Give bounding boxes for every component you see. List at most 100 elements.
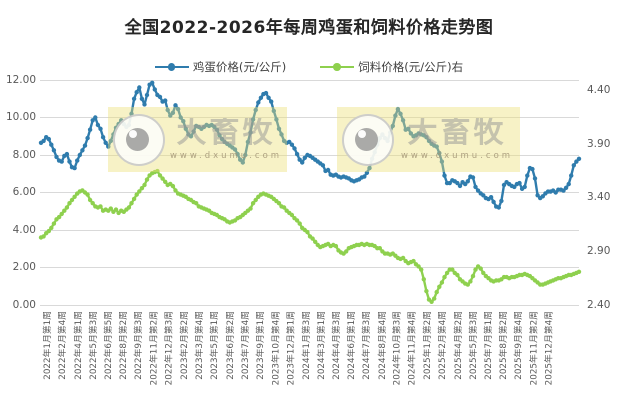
egg-price-marker bbox=[245, 139, 251, 145]
gridline bbox=[40, 229, 579, 231]
feed-price-marker bbox=[131, 196, 137, 202]
feed-price-marker bbox=[72, 194, 77, 199]
egg-price-marker bbox=[571, 163, 576, 168]
feed-price-marker bbox=[87, 197, 93, 203]
feed-price-marker bbox=[465, 282, 470, 287]
egg-price-marker bbox=[530, 166, 535, 172]
feed-price-marker bbox=[429, 299, 434, 304]
egg-price-marker bbox=[488, 195, 494, 200]
egg-price-marker bbox=[481, 193, 486, 198]
egg-price-marker bbox=[168, 113, 173, 118]
egg-price-marker bbox=[574, 159, 579, 164]
y-axis-left-tick-label: 10.00 bbox=[5, 111, 36, 123]
egg-price-marker bbox=[64, 151, 70, 157]
egg-price-marker bbox=[152, 87, 157, 92]
egg-price-marker bbox=[439, 159, 445, 164]
feed-price-marker bbox=[434, 289, 439, 295]
egg-price-marker bbox=[395, 106, 401, 112]
egg-price-marker bbox=[82, 143, 88, 148]
egg-price-marker bbox=[499, 198, 504, 204]
egg-price-marker bbox=[512, 184, 517, 190]
feed-price-marker bbox=[69, 197, 75, 203]
feed-price-marker bbox=[173, 188, 178, 193]
gridline bbox=[40, 192, 579, 193]
feed-price-marker bbox=[294, 218, 300, 223]
feed-price-marker bbox=[250, 201, 256, 206]
egg-price-marker bbox=[367, 165, 372, 171]
egg-price-marker bbox=[238, 157, 243, 162]
egg-price-marker bbox=[243, 152, 248, 158]
egg-price-marker bbox=[126, 122, 132, 128]
feed-price-marker bbox=[157, 173, 163, 178]
egg-price-marker bbox=[98, 126, 103, 131]
egg-price-marker bbox=[406, 126, 411, 131]
egg-price-marker bbox=[271, 108, 276, 114]
legend-item-feed-price: 饲料价格(元/公斤)右 bbox=[320, 59, 463, 75]
feed-price-marker bbox=[439, 280, 445, 285]
egg-price-marker bbox=[470, 175, 476, 180]
egg-price-marker bbox=[491, 199, 496, 205]
egg-price-marker bbox=[269, 99, 274, 104]
egg-price-marker bbox=[131, 96, 137, 102]
egg-price-marker bbox=[398, 111, 403, 117]
feed-price-marker bbox=[333, 243, 339, 249]
egg-price-marker bbox=[525, 173, 530, 178]
egg-price-marker bbox=[217, 133, 222, 138]
egg-price-marker bbox=[388, 130, 393, 135]
egg-price-marker bbox=[325, 167, 331, 173]
feed-price-marker bbox=[248, 206, 253, 211]
legend-label-feed: 饲料价格(元/公斤)右 bbox=[358, 60, 464, 74]
egg-price-marker bbox=[163, 98, 168, 103]
egg-price-marker bbox=[369, 156, 375, 161]
egg-price-marker bbox=[113, 125, 119, 130]
feed-price-marker bbox=[126, 205, 132, 210]
egg-price-marker bbox=[191, 129, 196, 134]
y-axis-left-tick-label: 2.00 bbox=[12, 261, 36, 273]
egg-price-marker bbox=[457, 183, 463, 189]
legend: 鸡蛋价格(元/公斤) 饲料价格(元/公斤)右 bbox=[0, 59, 618, 75]
y-axis-right-tick-label: 2.90 bbox=[587, 244, 611, 257]
legend-item-egg-price: 鸡蛋价格(元/公斤) bbox=[154, 59, 287, 75]
feed-price-marker bbox=[170, 183, 176, 189]
egg-price-marker bbox=[517, 180, 522, 186]
feed-price-marker bbox=[470, 273, 476, 279]
egg-price-marker bbox=[41, 138, 46, 144]
feed-price-marker bbox=[41, 234, 46, 239]
feed-price-marker bbox=[51, 221, 57, 226]
feed-price-marker bbox=[289, 212, 295, 218]
gridline bbox=[40, 117, 579, 118]
egg-price-marker bbox=[90, 118, 95, 123]
egg-price-marker bbox=[437, 150, 442, 156]
egg-price-marker bbox=[80, 148, 85, 153]
egg-price-marker bbox=[188, 134, 194, 139]
y-axis-left-tick-label: 4.00 bbox=[12, 223, 36, 236]
egg-price-marker bbox=[364, 170, 370, 175]
feed-price-marker bbox=[411, 258, 416, 264]
feed-price-marker bbox=[473, 267, 478, 272]
egg-price-marker bbox=[134, 90, 139, 95]
egg-price-marker bbox=[181, 119, 186, 124]
chart-title: 全国2022-2026年每周鸡蛋和饲料价格走势图 bbox=[124, 18, 494, 38]
gridline bbox=[40, 267, 579, 268]
egg-price-marker bbox=[274, 117, 279, 122]
egg-price-marker bbox=[93, 115, 98, 120]
egg-price-marker bbox=[447, 180, 452, 186]
feed-price-marker bbox=[576, 269, 582, 274]
feed-price-marker bbox=[377, 246, 382, 251]
feed-price-marker bbox=[400, 255, 406, 261]
legend-label-egg: 鸡蛋价格(元/公斤) bbox=[192, 60, 287, 74]
feed-price-marker bbox=[144, 177, 150, 182]
egg-price-marker bbox=[473, 184, 478, 190]
egg-price-marker bbox=[300, 160, 305, 165]
egg-price-marker bbox=[75, 158, 80, 163]
gridline bbox=[40, 79, 579, 81]
egg-price-marker bbox=[289, 142, 295, 147]
egg-price-marker bbox=[256, 100, 261, 105]
egg-price-marker bbox=[266, 95, 271, 101]
egg-price-marker bbox=[426, 138, 432, 144]
feed-price-marker bbox=[62, 208, 67, 213]
feed-series-marker-icon bbox=[320, 63, 355, 71]
feed-price-marker bbox=[310, 236, 315, 241]
egg-price-marker bbox=[408, 131, 414, 136]
